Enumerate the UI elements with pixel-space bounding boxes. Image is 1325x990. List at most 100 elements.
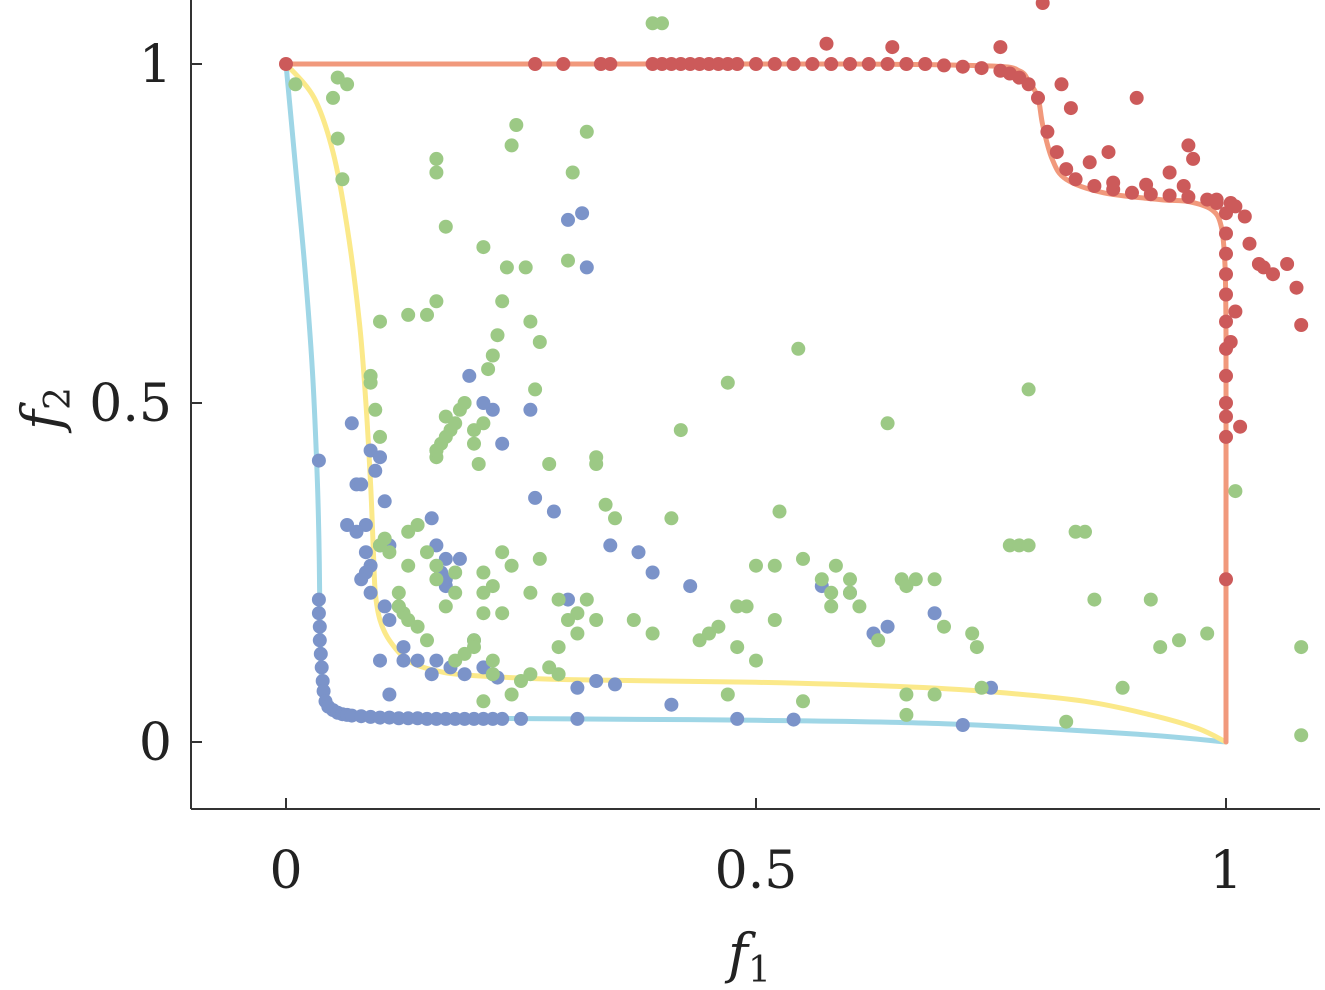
- green-point-84: [969, 640, 984, 655]
- blue-point-44: [377, 494, 392, 509]
- red-point-82: [1294, 318, 1309, 332]
- blue-point-4: [313, 646, 328, 661]
- green-point-54: [626, 613, 641, 627]
- green-point-125: [420, 545, 434, 560]
- green-point-123: [438, 599, 453, 614]
- green-point-88: [1021, 382, 1036, 397]
- green-point-27: [448, 416, 463, 431]
- green-point-49: [579, 124, 594, 139]
- green-point-103: [429, 151, 444, 166]
- green-point-3: [330, 131, 345, 146]
- green-point-144: [495, 606, 510, 621]
- y-axis-label-sub: 2: [38, 387, 79, 410]
- red-point-2: [556, 57, 571, 71]
- green-point-52: [598, 497, 613, 512]
- red-point-68: [1162, 165, 1177, 180]
- red-point-57: [819, 36, 834, 51]
- red-point-76: [1242, 236, 1257, 251]
- red-point-20: [843, 57, 857, 71]
- blue-point-39: [354, 477, 369, 492]
- blue-point-41: [368, 463, 383, 478]
- tick-marks: [191, 63, 1227, 809]
- green-point-71: [824, 585, 839, 600]
- green-point-12: [377, 531, 392, 546]
- blue-point-56: [396, 640, 411, 655]
- green-point-139: [410, 518, 425, 532]
- green-point-42: [523, 314, 538, 329]
- green-point-134: [448, 585, 463, 600]
- green-point-82: [937, 619, 951, 634]
- green-point-18: [410, 619, 425, 634]
- red-point-25: [937, 58, 951, 73]
- red-point-61: [1054, 77, 1069, 92]
- blue-point-98: [476, 396, 491, 410]
- red-point-62: [1063, 101, 1078, 116]
- red-point-85: [1233, 419, 1248, 434]
- green-point-73: [843, 572, 857, 587]
- blue-point-59: [429, 653, 444, 668]
- blue-point-94: [462, 368, 477, 383]
- green-point-45: [542, 457, 557, 471]
- blue-point-1: [311, 606, 326, 621]
- green-point-83: [965, 626, 980, 641]
- blue-point-73: [664, 697, 679, 712]
- green-point-109: [495, 545, 510, 560]
- red-point-42: [1181, 189, 1196, 204]
- blue-point-6: [315, 674, 330, 688]
- red-point-67: [1139, 177, 1154, 192]
- green-point-113: [579, 592, 594, 607]
- green-point-75: [852, 599, 867, 614]
- blue-point-53: [363, 585, 378, 600]
- green-point-55: [645, 626, 660, 641]
- green-point-112: [570, 626, 585, 641]
- green-point-66: [767, 558, 782, 573]
- blue-point-32: [570, 711, 585, 726]
- blue-point-78: [880, 619, 895, 634]
- green-point-67: [772, 504, 787, 519]
- x-axis-label-sub: 1: [748, 950, 771, 990]
- green-point-10: [373, 429, 387, 444]
- red-point-84: [1223, 335, 1238, 349]
- blue-point-95: [424, 511, 439, 526]
- scatter-points: [279, 0, 1309, 743]
- blue-point-33: [730, 711, 745, 726]
- red-point-46: [1219, 226, 1233, 241]
- green-point-146: [476, 565, 491, 580]
- red-point-70: [1186, 151, 1201, 166]
- green-point-9: [363, 368, 378, 383]
- x-tick-label-2: 1: [1209, 841, 1242, 901]
- blue-series: [311, 206, 998, 732]
- red-point-65: [1106, 175, 1121, 190]
- green-point-133: [476, 694, 491, 709]
- blue-point-5: [314, 660, 329, 675]
- green-point-92: [1143, 592, 1158, 607]
- blue-point-99: [523, 402, 538, 417]
- green-point-149: [730, 640, 745, 655]
- blue-point-49: [354, 572, 369, 587]
- red-point-39: [1125, 185, 1139, 200]
- red-point-21: [861, 57, 876, 71]
- green-point-94: [1172, 633, 1186, 648]
- blue-point-51: [340, 518, 355, 532]
- red-point-71: [1181, 138, 1196, 153]
- green-point-74: [843, 585, 857, 600]
- green-point-4: [335, 172, 350, 187]
- red-point-37: [1087, 179, 1102, 193]
- green-point-68: [791, 341, 806, 356]
- green-point-32: [471, 457, 486, 471]
- blue-point-65: [528, 490, 543, 505]
- blue-point-97: [452, 551, 467, 566]
- green-point-151: [767, 613, 782, 627]
- blue-point-0: [311, 592, 326, 607]
- red-point-75: [1237, 209, 1252, 224]
- red-point-64: [1101, 145, 1116, 160]
- red-point-1: [528, 57, 543, 71]
- blue-point-72: [683, 579, 698, 594]
- y-tick-label-0: 0: [139, 713, 172, 773]
- green-point-104: [429, 165, 444, 180]
- green-point-5: [340, 77, 355, 92]
- red-point-16: [767, 57, 782, 71]
- blue-point-91: [608, 677, 622, 692]
- red-point-59: [993, 40, 1008, 55]
